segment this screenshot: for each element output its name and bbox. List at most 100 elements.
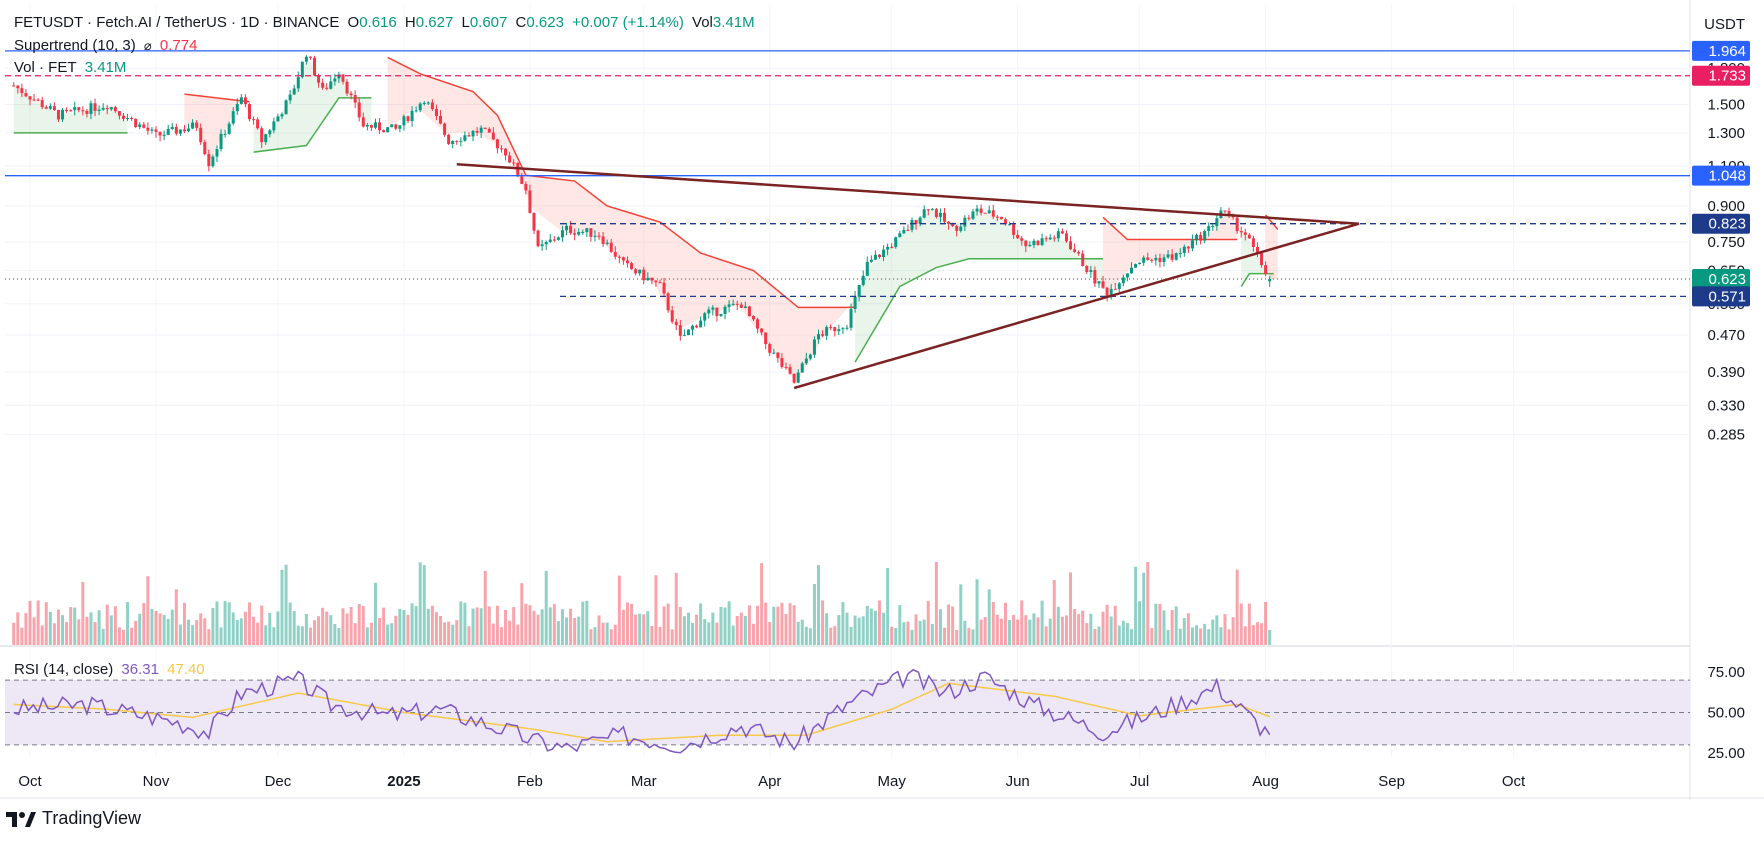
candle-body xyxy=(837,329,841,332)
volume-bar xyxy=(1134,566,1138,645)
volume-bar xyxy=(593,627,597,645)
volume-bar xyxy=(1211,619,1215,645)
candle-body xyxy=(252,119,256,121)
candle-body xyxy=(499,148,503,150)
volume-bar xyxy=(882,612,886,645)
volume-bar xyxy=(743,616,747,645)
volume-bar xyxy=(873,610,877,645)
volume-bar xyxy=(455,620,459,645)
volume-bar xyxy=(739,612,743,645)
candle-body xyxy=(1170,254,1174,260)
candle-body xyxy=(44,107,48,109)
volume-bar xyxy=(869,608,873,645)
rsi-tick-label: 50.00 xyxy=(1707,705,1745,722)
candle-body xyxy=(1215,218,1219,227)
candle-body xyxy=(1081,253,1085,266)
volume-bar xyxy=(1231,617,1235,645)
supertrend-legend[interactable]: Supertrend (10, 3) ⌀ 0.774 xyxy=(14,37,201,54)
candle-body xyxy=(1268,279,1272,282)
volume-bar xyxy=(345,613,349,645)
volume-bar xyxy=(691,622,695,645)
candle-body xyxy=(166,129,170,135)
candle-body xyxy=(1251,238,1255,247)
volume-bar xyxy=(296,625,300,645)
candle-body xyxy=(1243,232,1247,235)
volume-bar xyxy=(422,565,426,645)
candle-body xyxy=(463,135,467,141)
volume-bar xyxy=(337,627,341,645)
volume-bar xyxy=(361,606,365,645)
candle-body xyxy=(678,325,682,336)
eye-slash-icon[interactable]: ⌀ xyxy=(143,38,152,53)
brand-name: TradingView xyxy=(42,808,142,828)
volume-bar xyxy=(1008,620,1012,645)
rsi-legend[interactable]: RSI (14, close) 36.31 47.40 xyxy=(14,661,209,678)
volume-bar xyxy=(857,617,861,645)
volume-bar xyxy=(1186,613,1190,645)
rsi-line xyxy=(13,668,1271,754)
volume-bar xyxy=(609,629,613,645)
candle-body xyxy=(1199,234,1203,241)
candle-body xyxy=(617,256,621,258)
candle-body xyxy=(182,129,186,132)
candle-body xyxy=(894,237,898,247)
volume-bar xyxy=(951,606,955,645)
candle-body xyxy=(191,122,195,129)
candle-body xyxy=(178,129,182,134)
volume-legend[interactable]: Vol · FET 3.41M xyxy=(14,59,130,76)
tradingview-logo[interactable]: TradingView xyxy=(6,808,141,829)
volume-bar xyxy=(280,569,284,645)
volume-bar xyxy=(959,584,963,645)
volume-bar xyxy=(304,614,308,645)
candle-body xyxy=(658,282,662,284)
x-tick-label: Sep xyxy=(1378,773,1405,790)
candle-body xyxy=(821,334,825,336)
candle-body xyxy=(321,82,325,88)
candle-body xyxy=(28,96,32,100)
volume-bar xyxy=(1239,603,1243,645)
supertrend-down-line-fill xyxy=(1103,214,1238,289)
volume-bar xyxy=(1154,603,1158,645)
candle-body xyxy=(691,325,695,330)
candle-body xyxy=(101,108,105,110)
volume-bar xyxy=(804,626,808,645)
candle-body xyxy=(325,87,329,89)
candle-body xyxy=(524,183,528,191)
volume-bar xyxy=(605,622,609,645)
volume-bar xyxy=(430,605,434,645)
volume-bar xyxy=(524,603,528,645)
candle-body xyxy=(756,319,760,329)
volume-bar xyxy=(81,581,85,645)
volume-bar xyxy=(170,609,174,645)
volume-bar xyxy=(65,622,69,645)
candle-body xyxy=(247,104,251,120)
candle-body xyxy=(390,124,394,128)
candle-body xyxy=(780,358,784,368)
candle-body xyxy=(1125,273,1129,278)
x-tick-label: Oct xyxy=(1502,773,1526,790)
symbol-header: FETUSDT · Fetch.AI / TetherUS · 1D · BIN… xyxy=(14,14,759,31)
volume-bar xyxy=(93,622,97,645)
candle-body xyxy=(105,108,109,110)
candle-body xyxy=(361,117,365,127)
volume-bar xyxy=(865,605,869,645)
candle-body xyxy=(930,209,934,211)
candle-body xyxy=(882,249,886,258)
candle-body xyxy=(886,246,890,250)
volume-indicator-label: Vol · FET xyxy=(14,59,77,76)
volume-bar xyxy=(414,606,418,645)
volume-bar xyxy=(308,627,312,645)
volume-bar xyxy=(61,615,65,645)
candle-body xyxy=(760,328,764,333)
volume-bar xyxy=(991,601,995,645)
volume-bar xyxy=(89,612,93,645)
tradingview-icon xyxy=(6,811,36,827)
x-tick-label: Jul xyxy=(1130,773,1149,790)
volume-bar xyxy=(1146,561,1150,645)
candle-body xyxy=(947,221,951,224)
volume-bar xyxy=(227,602,231,645)
candle-body xyxy=(109,107,113,110)
candle-body xyxy=(829,327,833,329)
candle-body xyxy=(991,210,995,217)
